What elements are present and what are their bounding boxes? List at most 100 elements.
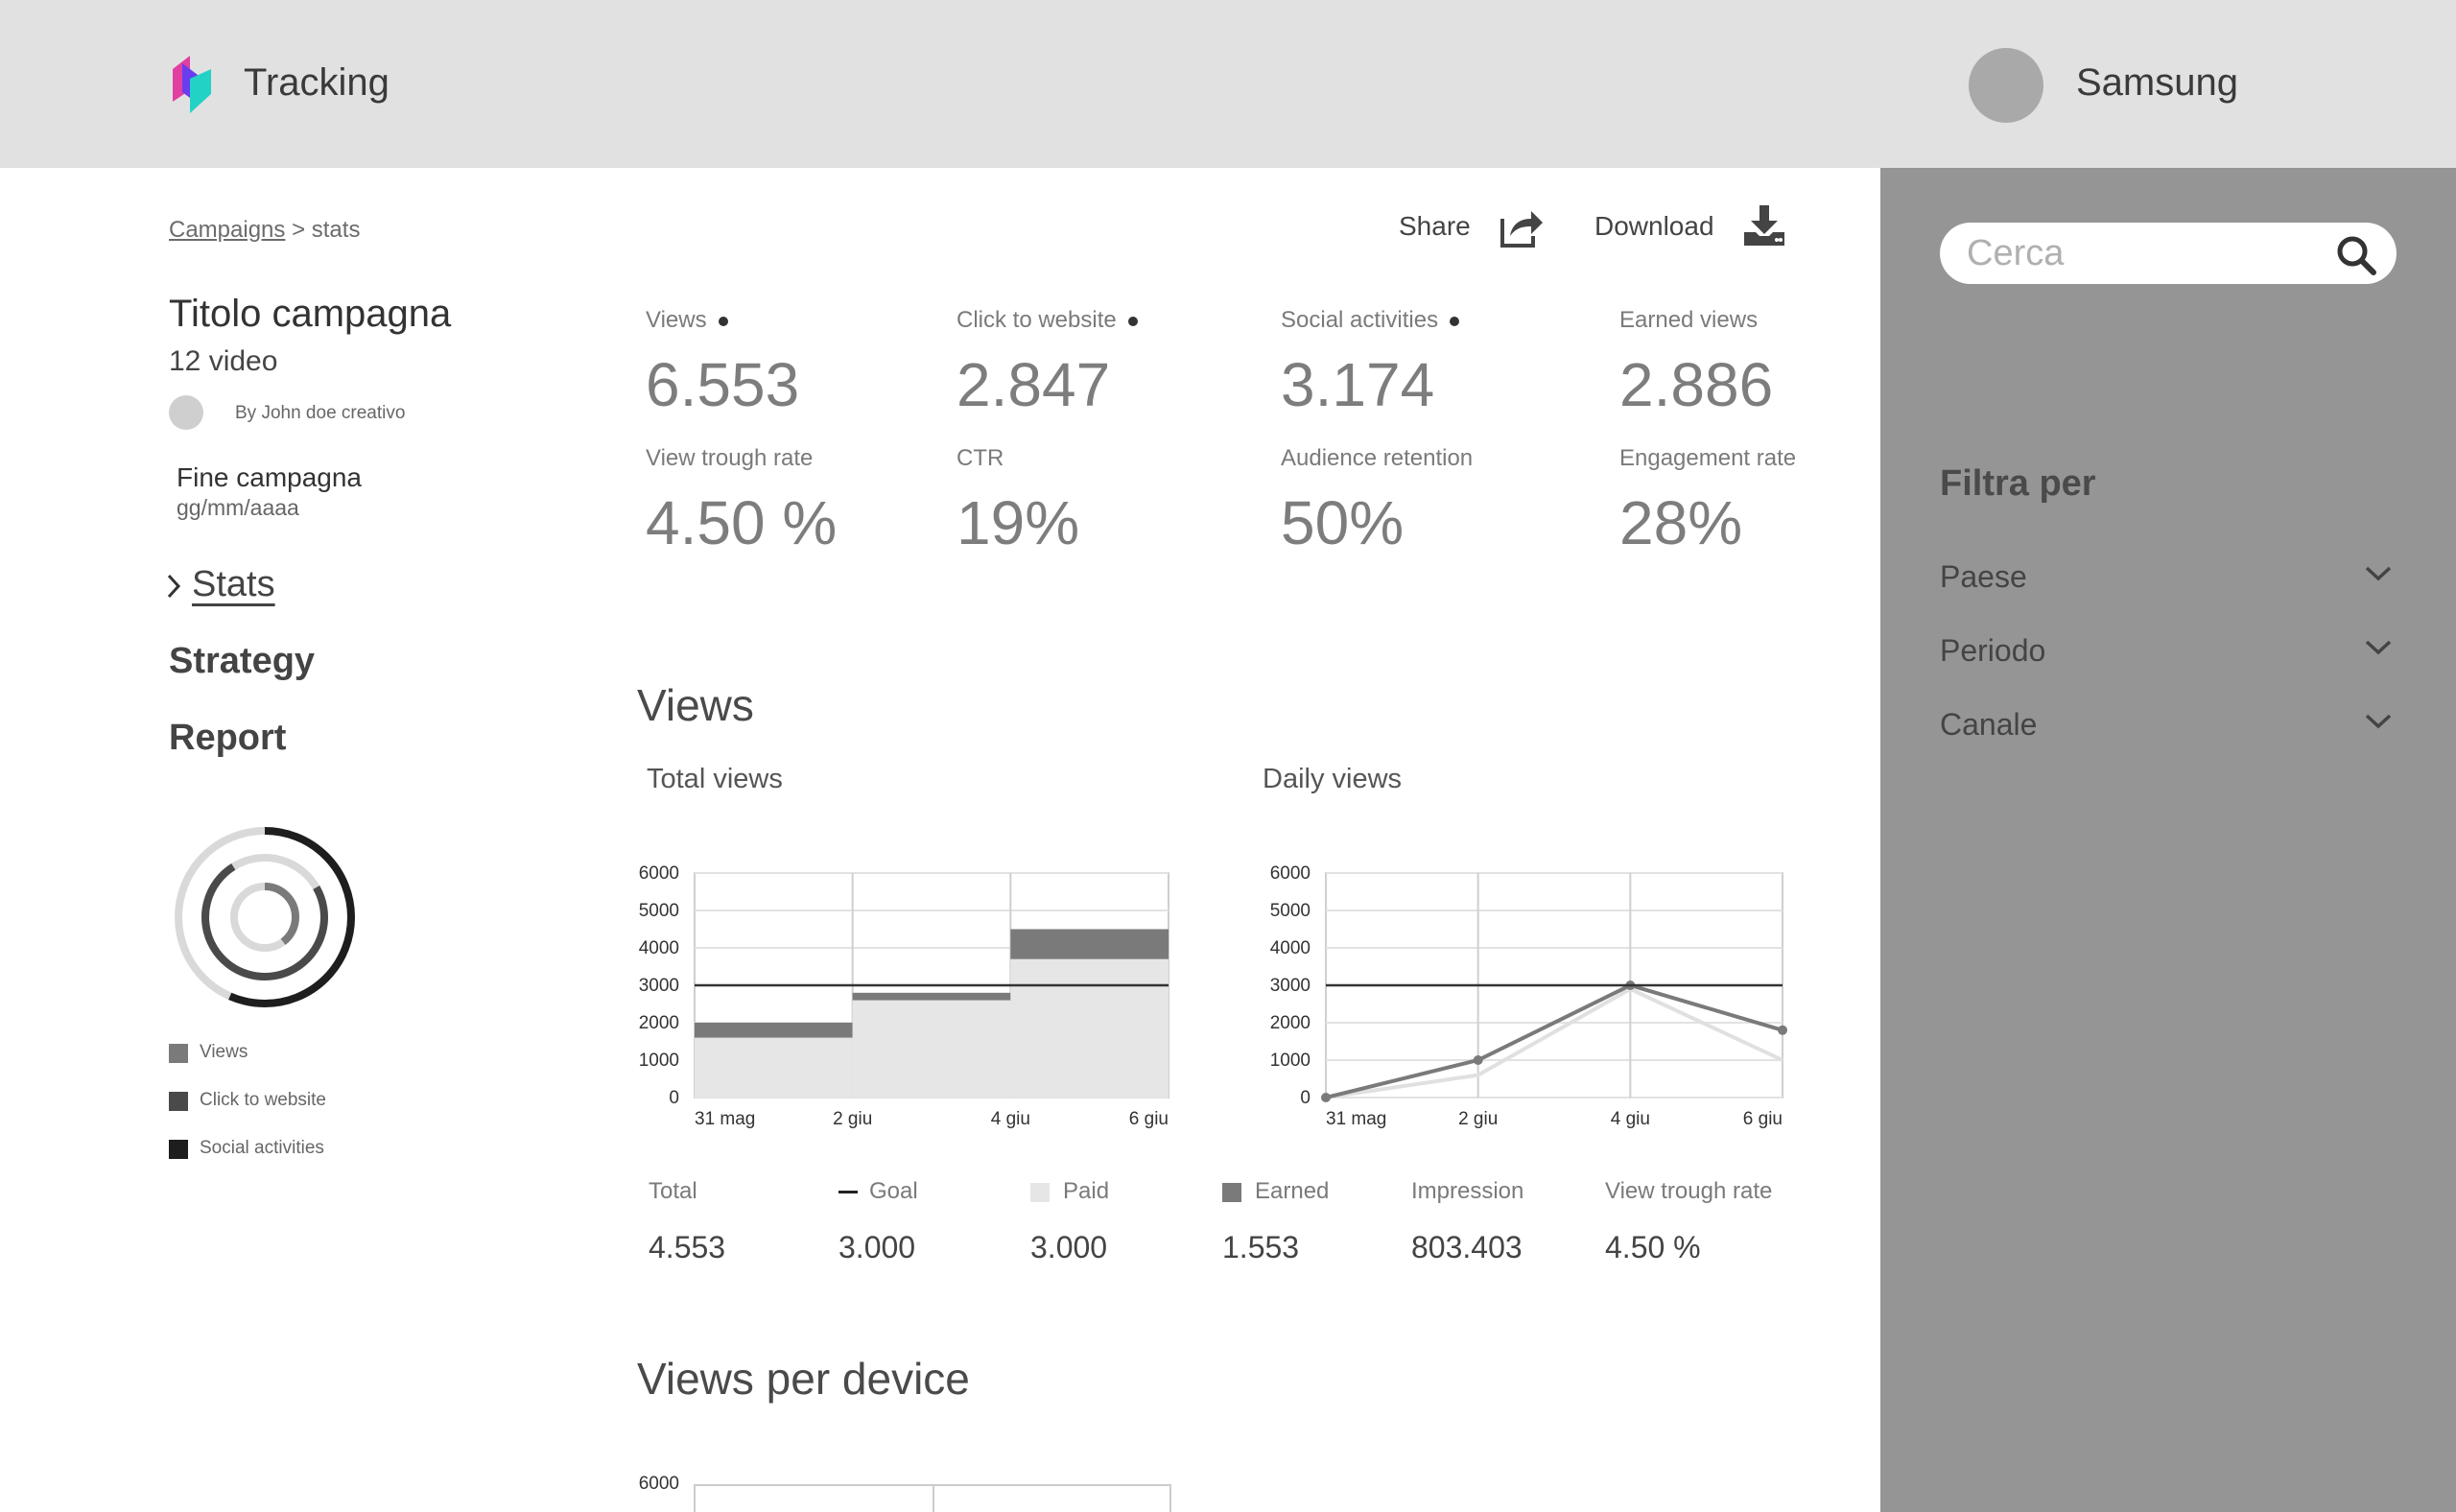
filter-country[interactable]: Paese	[1940, 548, 2397, 605]
author-avatar	[169, 395, 203, 430]
kpi-value: 19%	[956, 488, 1080, 557]
kpi-ctr: CTR 19%	[956, 445, 1079, 558]
kpi-label: Click to website	[956, 307, 1138, 334]
kpi-value: 2.886	[1619, 350, 1774, 419]
stat-label: Earned	[1222, 1178, 1329, 1205]
kpi-label: Social activities	[1281, 307, 1460, 334]
download-button[interactable]: Download	[1594, 203, 1796, 251]
kpi-value: 6.553	[646, 350, 800, 419]
search-box	[1940, 223, 2397, 284]
kpi-engagement-rate: Engagement rate 28%	[1619, 445, 1796, 558]
legend-label: Views	[200, 1042, 248, 1062]
stat-value: 3.000	[1030, 1230, 1108, 1264]
line-paid	[1325, 986, 1783, 1099]
app-logo[interactable]	[169, 56, 215, 113]
bar-earned	[852, 992, 1011, 1001]
stat-label: Total	[649, 1178, 697, 1204]
top-bar: Tracking Samsung	[0, 0, 2456, 168]
y-tick-label: 4000	[1270, 938, 1311, 958]
y-tick-label: 2000	[639, 1013, 679, 1033]
filter-label: Canale	[1940, 707, 2038, 742]
x-tick-label: 2 giu	[833, 1109, 872, 1129]
concentric-donut-chart	[175, 827, 355, 1007]
chevron-down-icon	[2365, 714, 2392, 729]
share-label: Share	[1399, 211, 1471, 241]
user-avatar[interactable]	[1969, 48, 2043, 123]
breadcrumb: Campaigns > stats	[169, 217, 360, 244]
breadcrumb-link-campaigns[interactable]: Campaigns	[169, 217, 286, 243]
kpi-earned-views: Earned views 2.886	[1619, 307, 1773, 420]
filter-period[interactable]: Periodo	[1940, 622, 2397, 679]
kpi-label-text: Views	[646, 307, 707, 333]
stat-label-text: Earned	[1255, 1178, 1330, 1204]
data-point	[1321, 1093, 1331, 1102]
line-earned	[1325, 982, 1783, 1099]
campaign-end-date: gg/mm/aaaa	[177, 495, 299, 520]
y-tick-label: 0	[1300, 1088, 1311, 1108]
goal-swatch	[838, 1191, 858, 1194]
chevron-down-icon	[2365, 640, 2392, 655]
campaign-title: Titolo campagna	[169, 293, 452, 335]
download-label: Download	[1594, 211, 1714, 241]
kpi-value: 28%	[1619, 488, 1743, 557]
kpi-label: CTR	[956, 445, 1004, 471]
data-point	[1473, 1055, 1483, 1065]
breadcrumb-current: stats	[311, 217, 361, 243]
info-dot-icon[interactable]	[1127, 316, 1138, 326]
filter-title: Filtra per	[1940, 463, 2096, 504]
stat-paid: Paid 3.000	[1030, 1178, 1109, 1265]
stat-earned: Earned 1.553	[1222, 1178, 1329, 1265]
stat-label-text: Paid	[1063, 1178, 1110, 1204]
search-icon[interactable]	[2335, 234, 2377, 276]
search-input[interactable]	[1967, 230, 2331, 276]
x-tick-label: 4 giu	[1611, 1109, 1650, 1129]
nav-report[interactable]: Report	[169, 718, 287, 758]
stat-goal: Goal 3.000	[838, 1178, 918, 1265]
stat-impression: Impression 803.403	[1411, 1178, 1523, 1265]
stat-label: Paid	[1030, 1178, 1109, 1205]
info-dot-icon[interactable]	[1450, 316, 1460, 326]
share-button[interactable]: Share	[1399, 203, 1543, 251]
daily-views-title: Daily views	[1263, 764, 1403, 794]
legend-swatch	[169, 1092, 188, 1111]
filter-channel[interactable]: Canale	[1940, 696, 2397, 753]
bar-earned	[695, 1023, 853, 1038]
paid-swatch	[1030, 1182, 1050, 1202]
views-per-device-chart: 6000	[639, 1474, 1171, 1512]
kpi-value: 3.174	[1281, 350, 1435, 419]
x-tick-label: 6 giu	[1743, 1109, 1783, 1129]
bar-paid	[852, 1000, 1011, 1098]
kpi-views: Views 6.553	[646, 307, 799, 420]
y-tick-label: 6000	[639, 863, 679, 884]
user-name[interactable]: Samsung	[2076, 61, 2238, 104]
nav-stats[interactable]: Stats	[192, 564, 275, 604]
filter-label: Periodo	[1940, 633, 2046, 668]
stat-label: Goal	[838, 1178, 918, 1205]
data-point	[1778, 1025, 1787, 1035]
y-tick-label: 5000	[639, 901, 679, 921]
x-tick-label: 31 mag	[695, 1109, 755, 1129]
bar-earned	[1010, 929, 1169, 959]
legend-label: Social activities	[200, 1138, 324, 1158]
kpi-label: Engagement rate	[1619, 445, 1797, 471]
earned-swatch	[1222, 1182, 1241, 1202]
breadcrumb-separator: >	[285, 217, 312, 243]
y-tick-label: 0	[669, 1088, 679, 1108]
app-title: Tracking	[244, 61, 390, 104]
kpi-label: Views	[646, 307, 799, 334]
chevron-right-icon	[167, 574, 181, 599]
views-per-device-title: Views per device	[637, 1354, 970, 1404]
filter-label: Paese	[1940, 559, 2027, 594]
x-tick-label: 2 giu	[1458, 1109, 1498, 1129]
y-tick-label: 3000	[1270, 976, 1311, 996]
campaign-end-label: Fine campagna	[177, 462, 363, 492]
total-views-title: Total views	[647, 764, 783, 794]
kpi-value: 4.50 %	[646, 488, 838, 557]
info-dot-icon[interactable]	[718, 316, 728, 326]
campaign-author: By John doe creativo	[235, 403, 406, 423]
chevron-down-icon	[2365, 566, 2392, 581]
nav-strategy[interactable]: Strategy	[169, 641, 316, 681]
campaign-video-count: 12 video	[169, 345, 278, 377]
y-tick-label: 1000	[639, 1051, 679, 1071]
kpi-audience-retention: Audience retention 50%	[1281, 445, 1473, 558]
